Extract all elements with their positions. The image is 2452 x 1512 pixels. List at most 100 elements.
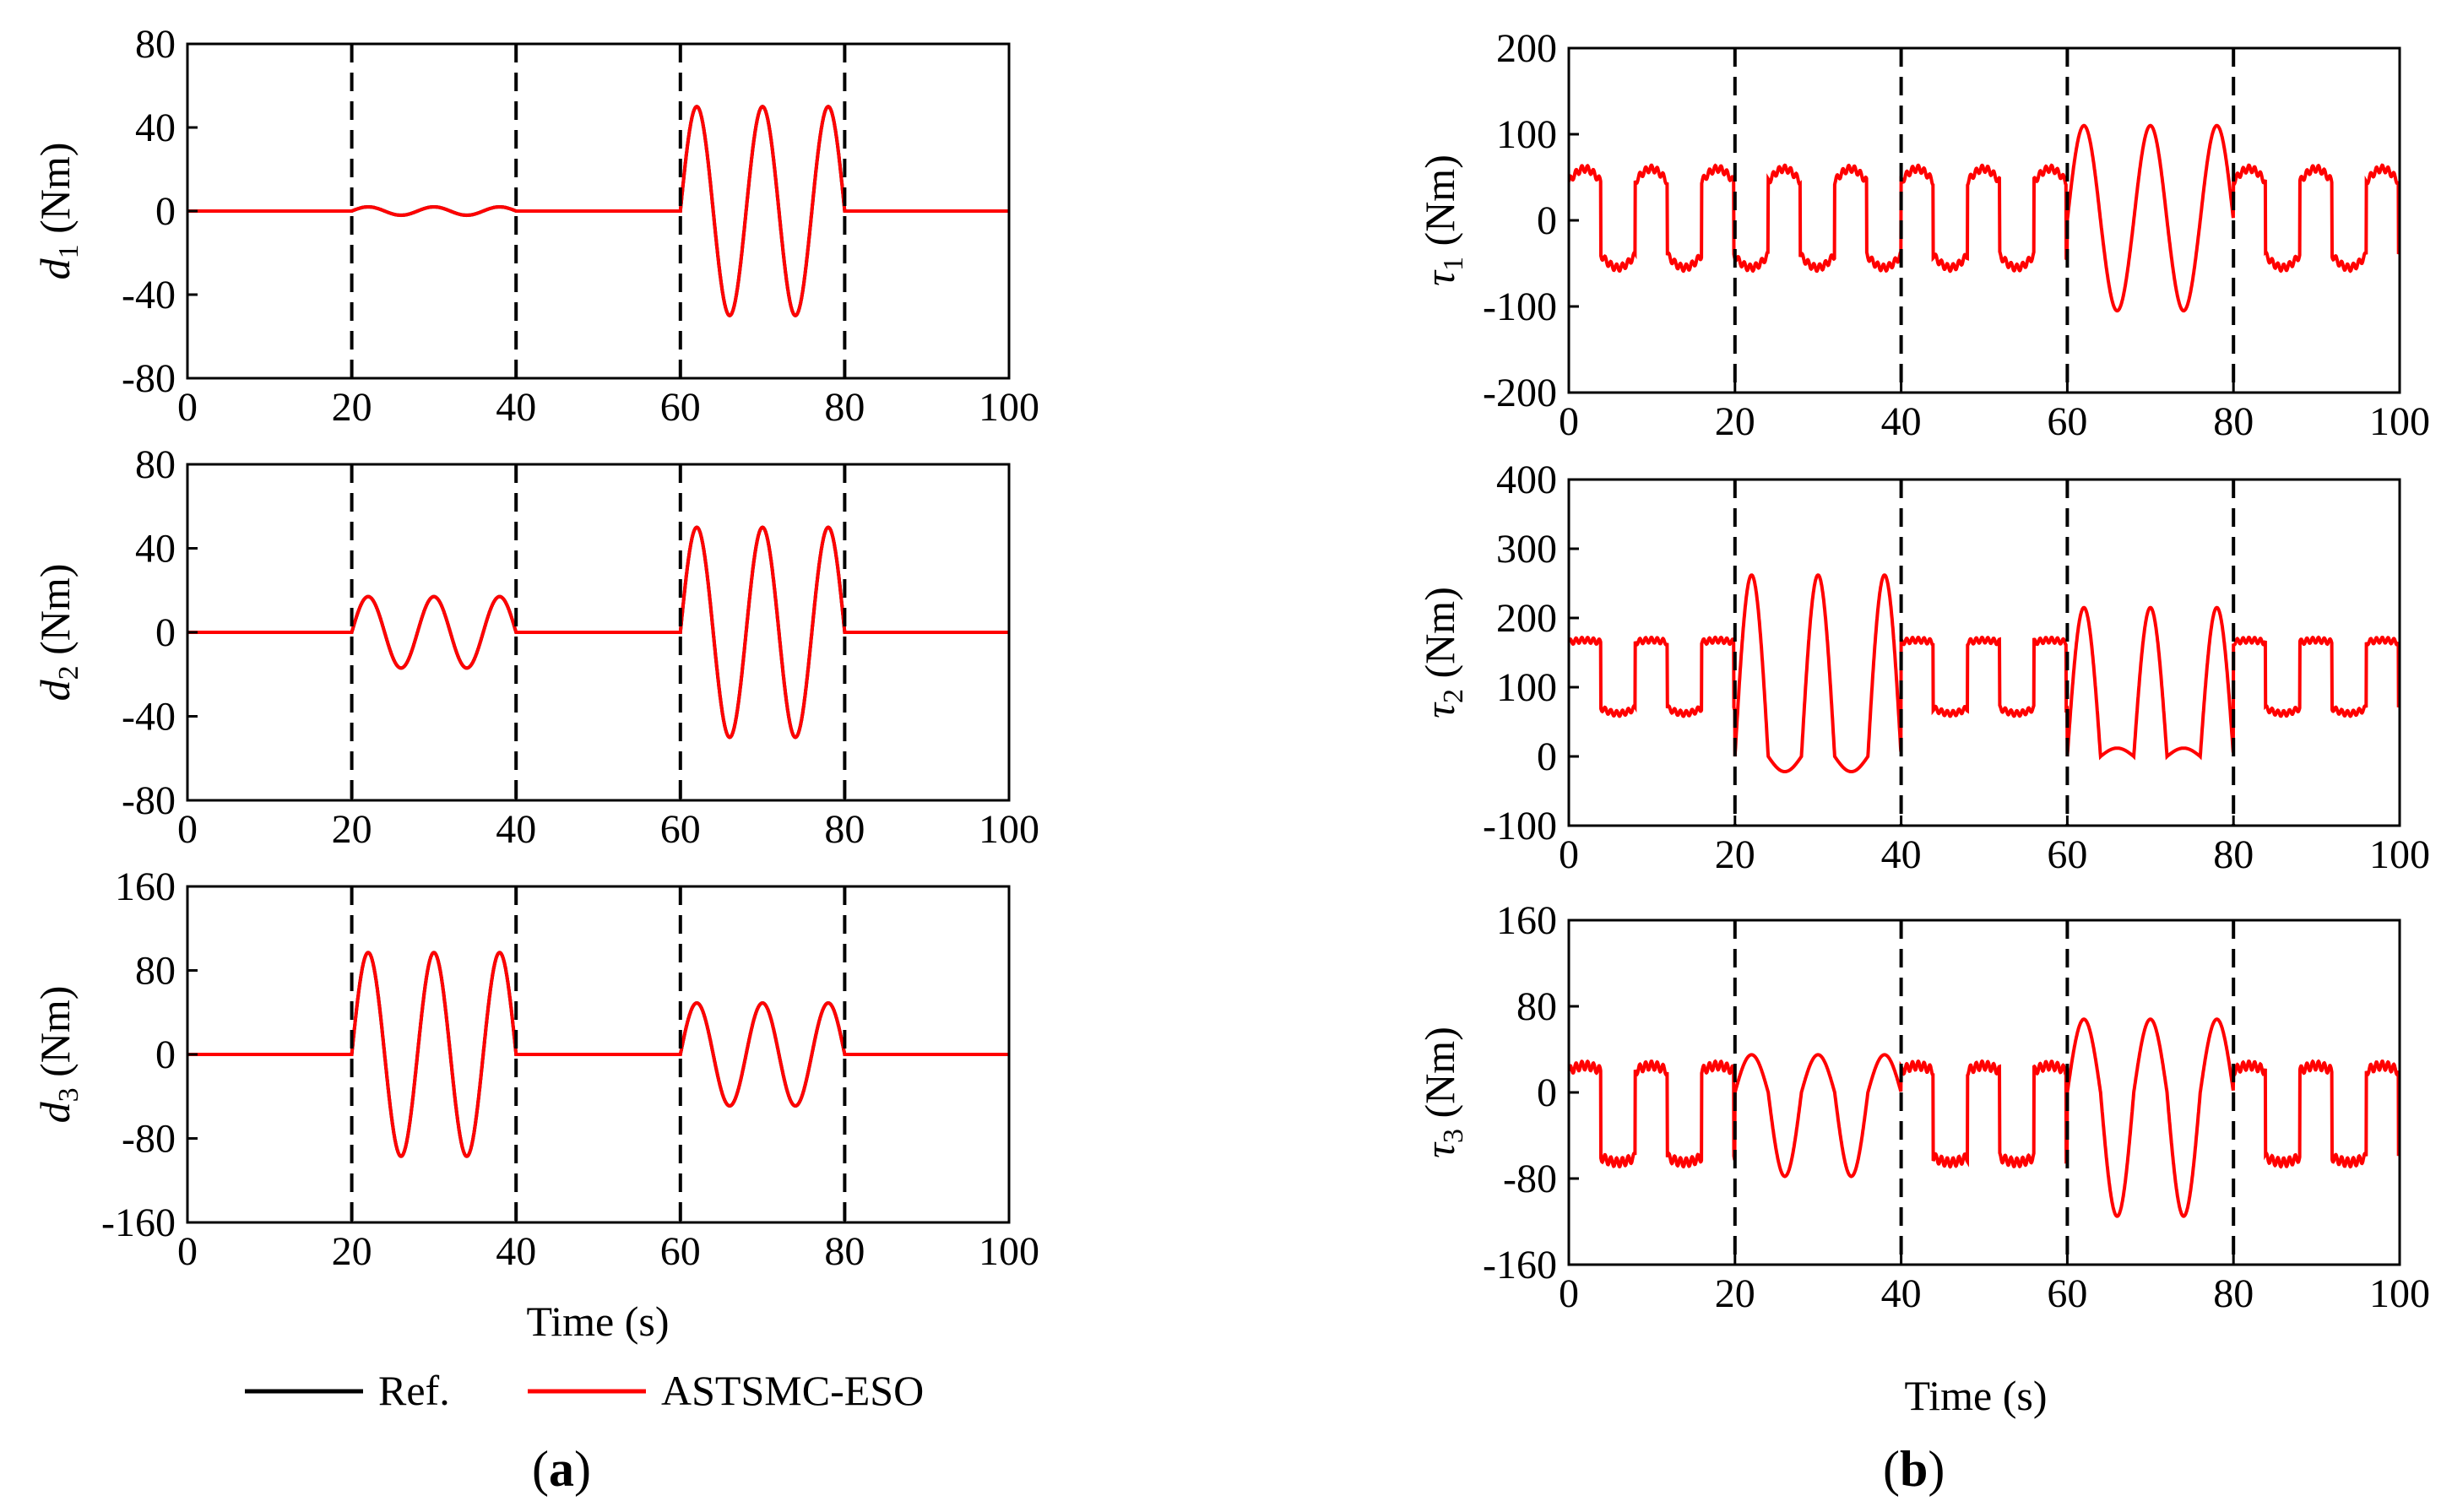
ytick-label: -200 [1483,371,1557,415]
series-d1-astsmc-eso [187,105,1009,317]
ytick-label: -80 [122,778,176,823]
ylabel-symbol: τ [1416,269,1463,286]
xtick-label: 100 [979,807,1039,852]
panel-label-b-letter: b [1900,1441,1928,1497]
xtick-label: 100 [979,385,1039,430]
xtick-label: 40 [496,807,536,852]
ytick-label: 100 [1496,665,1557,710]
xtick-label: 0 [177,807,198,852]
xtick-label: 60 [2047,1271,2087,1316]
chart-tau3: 0 20 40 60 80 100 160 80 0 -80 -160 τ3 (Nm) [1416,898,2430,1316]
ytick-label: 80 [135,442,176,487]
ytick-label: 40 [135,527,176,572]
xtick-label: 60 [2047,832,2087,877]
xtick-label: 40 [1881,1271,1922,1316]
ytick-label: 40 [135,106,176,150]
ylabel-unit: (Nm) [31,986,79,1088]
xtick-label: 0 [1559,832,1579,877]
ytick-label: -40 [122,695,176,740]
ylabel-symbol: d [31,1101,79,1123]
ylabel-subscript: 2 [1438,689,1469,703]
xtick-label: 100 [2369,1271,2430,1316]
xtick-label: 20 [1715,832,1755,877]
ytick-label: 80 [135,949,176,994]
ytick-label: 160 [1496,898,1557,943]
ylabel-unit: (Nm) [31,564,79,666]
ytick-label: 400 [1496,458,1557,502]
ytick-label: 200 [1496,26,1557,71]
xtick-label: 60 [2047,399,2087,444]
ylabel-subscript: 1 [1438,257,1469,271]
ytick-label: -100 [1483,804,1557,848]
xtick-label: 0 [1559,399,1579,444]
ylabel-symbol: d [31,679,79,701]
ytick-label: 0 [155,189,176,234]
xtick-label: 20 [1715,1271,1755,1316]
ytick-label: 0 [155,1032,176,1077]
xtick-label: 100 [979,1229,1039,1274]
chart-d3: 0 20 40 60 80 100 160 80 0 -80 -160 d3 (Nm) [31,864,1039,1274]
xtick-label: 20 [332,385,372,430]
ytick-label: 80 [1516,984,1557,1029]
panel-label-b: (b) [1883,1441,1945,1497]
ylabel-unit: (Nm) [1416,154,1463,257]
xtick-label: 20 [332,807,372,852]
xtick-label: 80 [824,807,865,852]
ytick-label: -160 [101,1200,176,1245]
ytick-label: 0 [1537,734,1557,779]
xtick-label: 40 [1881,399,1922,444]
ylabel-d1: d1 (Nm) [31,143,84,280]
series-tau3-astsmc-eso [1569,1017,2400,1218]
xtick-label: 0 [1559,1271,1579,1316]
ytick-label: 160 [115,864,176,909]
xtick-label: 40 [1881,832,1922,877]
ytick-label: 100 [1496,112,1557,157]
chart-d1: 0 20 40 60 80 100 80 40 0 -40 -80 d1 (Nm) [31,22,1039,430]
series-tau1-astsmc-eso [1569,123,2400,313]
xtick-label: 0 [177,1229,198,1274]
ytick-label: 0 [155,610,176,655]
xtick-label: 60 [660,1229,701,1274]
xlabel-b: Time (s) [1904,1372,2047,1419]
chart-d2: 0 20 40 60 80 100 80 40 0 -40 -80 d2 (Nm) [31,442,1039,852]
axes-box-tau2 [1567,478,2401,827]
ylabel-subscript: 1 [53,244,84,258]
xtick-label: 80 [2213,832,2254,877]
ylabel-tau3: τ3 (Nm) [1416,1027,1469,1158]
ytick-label: -80 [122,356,176,401]
ylabel-symbol: τ [1416,1141,1463,1158]
ylabel-symbol: τ [1416,702,1463,718]
ylabel-unit: (Nm) [1416,587,1463,689]
xtick-label: 20 [1715,399,1755,444]
ytick-label: 0 [1537,1070,1557,1115]
ytick-label: -160 [1483,1243,1557,1287]
xtick-label: 60 [660,385,701,430]
panel-label-a-letter: a [549,1441,574,1497]
xtick-label: 100 [2369,832,2430,877]
ylabel-unit: (Nm) [31,143,79,245]
ylabel-tau1: τ1 (Nm) [1416,154,1469,286]
series-d2-astsmc-eso [187,525,1009,740]
ylabel-subscript: 2 [53,665,84,680]
ytick-label: -100 [1483,285,1557,329]
ytick-label: 200 [1496,596,1557,641]
xtick-label: 100 [2369,399,2430,444]
ytick-label: -40 [122,273,176,317]
xtick-label: 80 [2213,1271,2254,1316]
xtick-label: 40 [496,385,536,430]
ytick-label: -80 [122,1117,176,1162]
ytick-label: 300 [1496,527,1557,572]
ylabel-unit: (Nm) [1416,1027,1463,1129]
series-tau2-astsmc-eso [1569,573,2400,773]
xtick-label: 40 [496,1229,536,1274]
axes-box-tau3 [1567,919,2401,1266]
ylabel-d3: d3 (Nm) [31,986,84,1124]
ylabel-subscript: 3 [1438,1129,1469,1143]
xtick-label: 20 [332,1229,372,1274]
ylabel-symbol: d [31,257,79,279]
panel-label-a: (a) [532,1441,591,1497]
xtick-label: 80 [824,385,865,430]
